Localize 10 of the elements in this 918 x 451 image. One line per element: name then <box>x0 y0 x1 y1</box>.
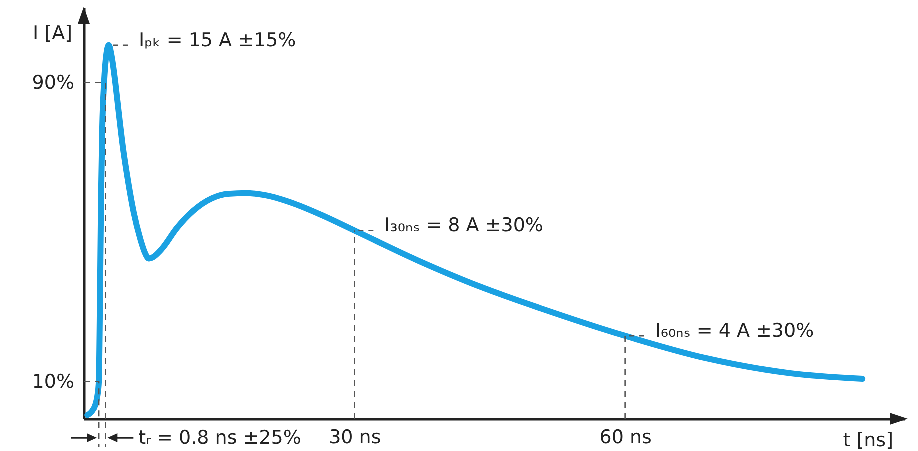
annotation: I₃₀ₙₛ = 8 A ±30% <box>384 214 544 237</box>
y-tick-label: 90% <box>32 72 74 94</box>
annotation: I₆₀ₙₛ = 4 A ±30% <box>655 320 814 342</box>
y-tick-label: 10% <box>32 371 74 394</box>
x-tick-label: 30 ns <box>329 426 382 448</box>
y-axis-title: I [A] <box>33 22 72 44</box>
x-tick-label: 60 ns <box>600 426 652 448</box>
annotation: Iₚₖ = 15 A ±15% <box>138 29 296 52</box>
text: tᵣ = 0.8 ns ±25% <box>138 427 302 449</box>
x-axis-title: t [ns] <box>843 430 894 451</box>
